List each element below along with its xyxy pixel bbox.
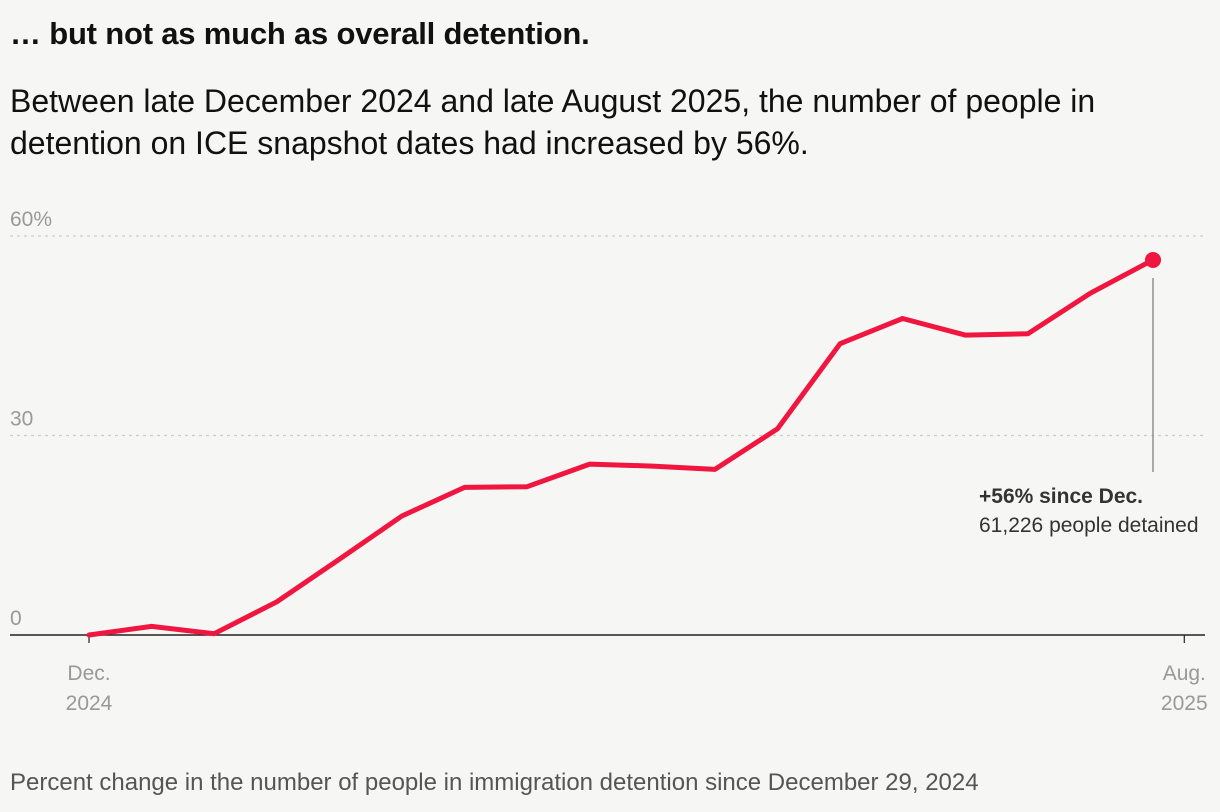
y-tick-label-60: 60%	[10, 208, 52, 231]
x-tick-label-month-1: Aug.	[1163, 662, 1206, 685]
y-axis-ticks: 60% 30 0	[10, 208, 52, 630]
callout-detail: 61,226 people detained	[979, 514, 1199, 537]
chart-footnote: Percent change in the number of people i…	[10, 769, 979, 796]
x-axis-ticks: Dec. 2024 Aug. 2025	[66, 635, 1208, 715]
callout-headline: +56% since Dec.	[979, 485, 1143, 508]
x-tick-label-year-0: 2024	[66, 692, 113, 715]
x-tick-label-month-0: Dec.	[67, 662, 110, 685]
y-tick-label-30: 30	[10, 408, 33, 431]
chart-subtitle: Between late December 2024 and late Augu…	[10, 83, 1096, 161]
y-tick-label-0: 0	[10, 607, 22, 630]
gridlines	[10, 235, 1205, 437]
detention-series-line	[86, 257, 1156, 638]
x-tick-label-year-1: 2025	[1161, 692, 1208, 715]
chart-title: … but not as much as overall detention.	[10, 16, 590, 51]
endpoint-marker	[1145, 251, 1161, 268]
